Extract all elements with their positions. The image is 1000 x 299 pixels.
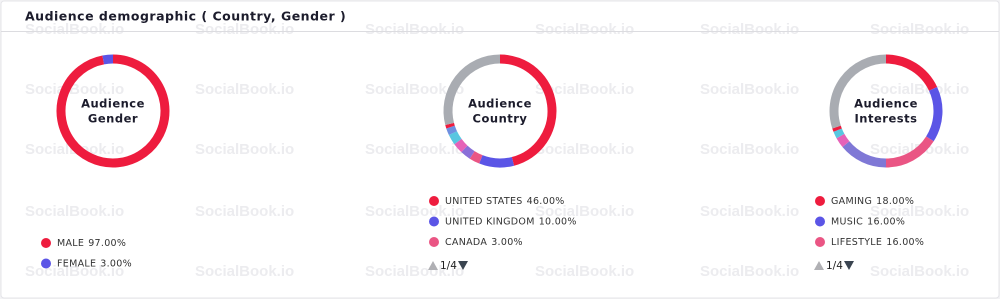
donut-segment	[836, 133, 850, 148]
watermark: SocialBook.io	[700, 141, 799, 158]
legend-swatch	[815, 196, 825, 206]
pager-label: 1/4	[440, 260, 457, 272]
legend-label: CANADA 3.00%	[445, 237, 523, 248]
watermarks: SocialBook.io SocialBook.io SocialBook.io S…	[25, 21, 969, 280]
donut-segment	[443, 54, 501, 126]
donut-segment	[446, 125, 458, 136]
watermark: SocialBook.io	[700, 203, 799, 220]
legend-category: FEMALE	[57, 258, 96, 269]
watermark: SocialBook.io	[25, 263, 124, 280]
watermark: SocialBook.io	[535, 81, 634, 98]
legend-value: 18.00%	[876, 196, 914, 207]
watermark: SocialBook.io	[535, 21, 634, 38]
watermark: SocialBook.io	[870, 81, 969, 98]
legend-label: MUSIC 16.00%	[831, 216, 905, 227]
watermark: SocialBook.io	[365, 263, 464, 280]
legend-value: 10.00%	[539, 216, 577, 227]
pager-up	[428, 261, 438, 270]
watermark: SocialBook.io	[195, 21, 294, 38]
donut-segment	[56, 54, 170, 168]
donut-segment	[832, 125, 842, 132]
watermark: SocialBook.io	[870, 263, 969, 280]
legend-category: LIFESTYLE	[831, 237, 882, 248]
legend-label: FEMALE 3.00%	[57, 258, 132, 269]
donut-segment	[102, 54, 114, 65]
donut-segment	[454, 138, 468, 153]
watermark: SocialBook.io	[195, 203, 294, 220]
legend-label: GAMING 18.00%	[831, 196, 914, 207]
donut-segment	[885, 136, 934, 168]
watermark: SocialBook.io	[870, 21, 969, 38]
pager-label: 1/4	[826, 260, 843, 272]
watermark: SocialBook.io	[365, 141, 464, 158]
legend-swatch	[41, 258, 51, 269]
donut-segment	[829, 54, 887, 129]
watermark: SocialBook.io	[25, 21, 124, 38]
center-label: Audience	[468, 97, 532, 111]
legend-swatch	[41, 238, 51, 248]
legend-swatch	[429, 237, 439, 247]
legend-value: 46.00%	[527, 196, 565, 207]
donut-segment	[833, 128, 845, 139]
legend-category: MUSIC	[831, 216, 863, 227]
watermark: SocialBook.io	[535, 203, 634, 220]
donut-segment	[479, 155, 515, 168]
legend-value: 3.00%	[100, 258, 132, 269]
legend-category: CANADA	[445, 237, 487, 248]
legend-swatch	[815, 216, 825, 227]
donut-segment	[461, 145, 475, 159]
donut-segment	[926, 86, 943, 142]
legend-category: UNITED KINGDOM	[445, 216, 535, 227]
donut-segment	[885, 54, 938, 91]
center-label: Country	[473, 112, 528, 126]
donut-segment	[448, 131, 462, 145]
legend-label: UNITED STATES 46.00%	[445, 196, 565, 207]
legend-label: UNITED KINGDOM 10.00%	[445, 216, 577, 227]
legend-swatch	[815, 237, 825, 247]
center-label: Gender	[88, 112, 138, 126]
watermark: SocialBook.io	[535, 141, 634, 158]
donut-segment	[469, 151, 483, 164]
watermark: SocialBook.io	[25, 81, 124, 98]
watermark: SocialBook.io	[195, 81, 294, 98]
donut-segment	[499, 54, 557, 166]
center-label: Audience	[81, 97, 145, 111]
pager-down[interactable]	[844, 261, 854, 270]
watermark: SocialBook.io	[195, 141, 294, 158]
header-title: Audience demographic ( Country, Gender )	[25, 9, 346, 24]
watermark: SocialBook.io	[700, 263, 799, 280]
watermark: SocialBook.io	[535, 263, 634, 280]
watermark: SocialBook.io	[365, 203, 464, 220]
watermark: SocialBook.io	[365, 21, 464, 38]
donut-segment	[842, 141, 887, 168]
legend-category: GAMING	[831, 196, 872, 207]
watermark: SocialBook.io	[25, 203, 124, 220]
watermark: SocialBook.io	[195, 263, 294, 280]
legend-label: MALE 97.00%	[57, 238, 126, 249]
watermark: SocialBook.io	[365, 81, 464, 98]
legend-swatch	[429, 216, 439, 227]
pager-down[interactable]	[458, 261, 468, 270]
legend-value: 3.00%	[491, 237, 523, 248]
legend-value: 97.00%	[88, 238, 126, 249]
legend-label: LIFESTYLE 16.00%	[831, 237, 924, 248]
watermark: SocialBook.io	[870, 203, 969, 220]
pager-up	[814, 261, 824, 270]
legend-value: 16.00%	[867, 216, 905, 227]
legend-swatch	[429, 196, 439, 206]
legend-category: UNITED STATES	[445, 196, 523, 207]
donut-segment	[445, 122, 455, 129]
center-label: Interests	[855, 112, 918, 126]
legend-category: MALE	[57, 238, 84, 249]
watermark: SocialBook.io	[700, 21, 799, 38]
legend-value: 16.00%	[886, 237, 924, 248]
watermark: SocialBook.io	[700, 81, 799, 98]
center-label: Audience	[854, 97, 918, 111]
